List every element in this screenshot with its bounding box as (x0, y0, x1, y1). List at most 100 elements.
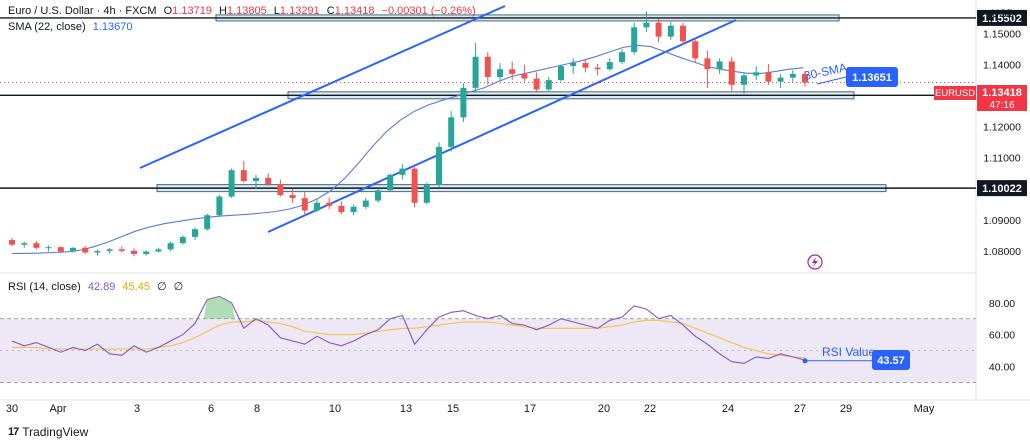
candle-body (326, 202, 333, 206)
candle-body (131, 250, 137, 255)
high-label: H (219, 5, 227, 17)
candle-body (643, 22, 650, 28)
rsi-legend-extra-1: ∅ (157, 281, 167, 293)
time-tick: Apr (49, 403, 66, 415)
candle-body (765, 72, 772, 82)
symbol-title[interactable]: Euro / U.S. Dollar · 4h · FXCM (8, 5, 157, 17)
candle-body (484, 56, 491, 77)
tradingview-logo-text: TradingView (22, 425, 89, 439)
currency-label[interactable]: USD (991, 8, 1014, 20)
candle-body (375, 190, 381, 201)
time-tick: 8 (254, 403, 260, 415)
candle-body (716, 61, 723, 70)
channel-upper-line[interactable] (139, 5, 506, 169)
candle-body (350, 206, 357, 213)
candle-body (570, 63, 577, 67)
rsi-badge: 43.57 (872, 350, 910, 370)
candle-body (216, 196, 223, 216)
price-axis[interactable]: 1.155021.130101.100221.150001.140001.120… (977, 9, 1027, 258)
candle-body (253, 177, 259, 182)
change-value: −0.00301 (−0.26%) (381, 5, 476, 17)
candle-body (777, 77, 784, 82)
candle-body (545, 80, 552, 90)
candle-body (704, 58, 711, 70)
open-label: O (163, 5, 173, 17)
candle-body (558, 66, 564, 81)
level-label-0: 1.15502 (982, 13, 1022, 25)
time-tick: 3 (134, 403, 140, 415)
candle-body (228, 170, 235, 197)
candle-body (399, 168, 406, 175)
close-value: 1.13418 (334, 5, 375, 17)
time-tick: 17 (524, 403, 536, 415)
candle-body (741, 75, 747, 85)
rsi-axis[interactable]: 80.00 60.00 40.00 (989, 298, 1015, 374)
candle-body (314, 202, 320, 211)
sma-annotation-connector (816, 76, 847, 85)
rsi-ma-line (12, 319, 806, 359)
level-label-2: 1.10022 (982, 183, 1022, 195)
low-label: L (273, 5, 280, 17)
time-tick: 30 (6, 403, 18, 415)
candle-body (240, 170, 247, 182)
candle-body (338, 205, 345, 213)
time-tick: 29 (840, 403, 852, 415)
tradingview-logo-mark: 17 (8, 426, 19, 438)
candle-body (21, 243, 28, 245)
candle-body (582, 63, 589, 68)
candle-body (362, 200, 369, 207)
high-value: 1.13805 (226, 5, 267, 17)
candle-body (655, 22, 662, 37)
svg-text:1.13651: 1.13651 (852, 72, 892, 84)
candle-body (33, 243, 40, 248)
svg-text:EURUSD: EURUSD (935, 88, 975, 99)
candle-body (436, 146, 442, 186)
time-axis[interactable]: 30 Apr 3 6 8 10 13 15 17 20 22 24 27 29 May (6, 403, 935, 415)
time-tick: 22 (644, 403, 656, 415)
price-tick: 1.09000 (983, 215, 1021, 227)
level-badge-2 (977, 180, 1027, 197)
candle-body (472, 56, 479, 88)
price-tick: 1.08000 (983, 246, 1021, 258)
rsi-tick: 60.00 (989, 330, 1015, 342)
candle-body (802, 73, 808, 83)
rsi-tick: 40.00 (989, 362, 1015, 374)
candle-body (94, 250, 101, 253)
time-tick: 13 (400, 403, 412, 415)
candle-body (143, 251, 150, 255)
candles (9, 11, 808, 257)
candle-body (106, 249, 113, 251)
open-value: 1.13719 (172, 5, 212, 17)
tradingview-logo[interactable]: 17 TradingView (8, 425, 88, 439)
time-tick: 10 (329, 403, 341, 415)
candle-body (497, 69, 503, 77)
channel-lower-line[interactable] (267, 19, 737, 233)
price-tick: 1.14000 (983, 60, 1021, 72)
candle-body (631, 27, 638, 53)
close-label: C (326, 5, 335, 17)
time-tick: 24 (722, 403, 734, 415)
candle-body (192, 229, 198, 237)
candle-body (277, 184, 284, 196)
symbol-badge: EURUSD (934, 86, 976, 100)
rsi-tick: 80.00 (989, 298, 1015, 310)
candle-body (82, 247, 89, 253)
candle-body (45, 247, 52, 249)
rsi-legend[interactable]: RSI (14, close) 42.89 45.45 ∅ ∅ (8, 280, 187, 293)
candle-body (411, 168, 418, 203)
candle-body (448, 117, 455, 147)
candle-body (118, 249, 125, 251)
rsi-legend-extra-2: ∅ (173, 281, 184, 293)
candle-body (460, 87, 467, 118)
time-tick: 27 (794, 403, 806, 415)
horizontal-levels (0, 17, 976, 189)
candle-body (57, 247, 64, 252)
lightning-icon[interactable] (807, 254, 823, 270)
candle-body (70, 247, 76, 252)
time-tick: 20 (598, 403, 610, 415)
sma-legend[interactable]: SMA (22, close) 1.13670 (8, 21, 136, 33)
candle-body (789, 73, 796, 78)
candle-body (667, 25, 674, 37)
last-price-badge: 1.13418 47:16 (977, 85, 1027, 111)
